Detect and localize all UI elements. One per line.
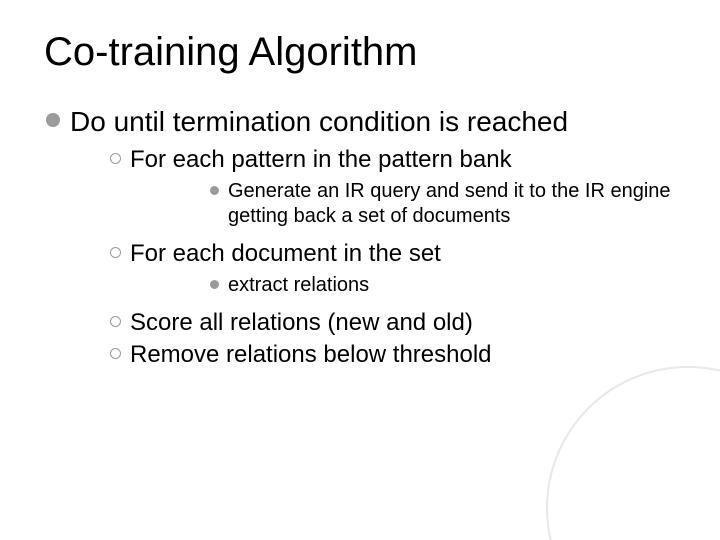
list-item-label: extract relations (228, 273, 369, 298)
list-item: For each document in the set extract rel… (110, 239, 676, 306)
hollow-circle-bullet-icon (110, 247, 121, 258)
list-item-label: Generate an IR query and send it to the … (228, 179, 676, 229)
list-item-label: Remove relations below threshold (130, 340, 492, 370)
list-item-label: For each pattern in the pattern bank (130, 145, 676, 175)
disc-bullet-icon (210, 186, 219, 195)
disc-bullet-icon (46, 113, 60, 127)
hollow-circle-bullet-icon (110, 153, 121, 164)
list-item: extract relations (210, 273, 676, 298)
list-level-1: Do until termination condition is reache… (46, 104, 676, 372)
slide: Co-training Algorithm Do until terminati… (0, 0, 720, 540)
decorative-circle (546, 366, 720, 540)
list-item: Remove relations below threshold (110, 340, 676, 370)
list-level-3: Generate an IR query and send it to the … (210, 179, 676, 229)
slide-title: Co-training Algorithm (44, 30, 676, 74)
list-item: Do until termination condition is reache… (46, 104, 676, 372)
list-level-3: extract relations (210, 273, 676, 298)
list-item-label: Do until termination condition is reache… (70, 104, 676, 139)
hollow-circle-bullet-icon (110, 316, 121, 327)
disc-bullet-icon (210, 280, 219, 289)
list-item: For each pattern in the pattern bank Gen… (110, 145, 676, 237)
list-item: Generate an IR query and send it to the … (210, 179, 676, 229)
list-item: Score all relations (new and old) (110, 308, 676, 338)
hollow-circle-bullet-icon (110, 348, 121, 359)
list-item-label: Score all relations (new and old) (130, 308, 473, 338)
list-item-label: For each document in the set (130, 239, 676, 269)
list-level-2: For each pattern in the pattern bank Gen… (110, 145, 676, 370)
